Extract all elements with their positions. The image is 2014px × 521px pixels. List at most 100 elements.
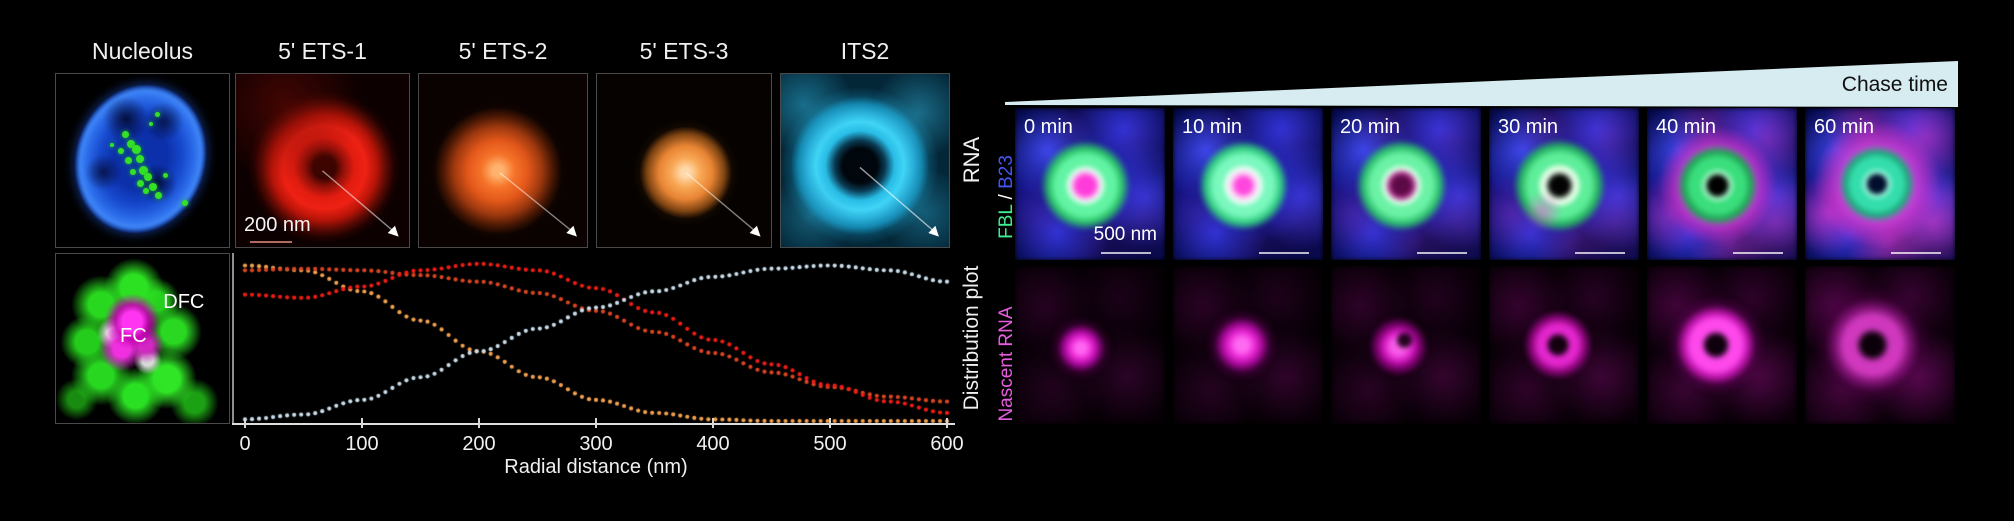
fish-image-5ets3 [596,73,772,248]
panel-title-nucleolus: Nucleolus [92,38,193,64]
scale-bar-label: 500 nm [1093,224,1157,245]
x-tick-label: 0 [239,433,251,455]
nucleolus-dot [182,200,189,207]
chase-panel-fbl-0min: 0 min 500 nm [1015,108,1165,260]
chase-panel-fbl-60min: 60 min [1805,108,1955,260]
y-axis-line [232,253,234,425]
nucleolus-dot [109,143,114,148]
scale-bar-label: 200 nm [244,214,311,236]
chase-panel-nascent-10min [1173,266,1323,424]
panel-title-5ets1: 5' ETS-1 [278,38,367,64]
chase-panel-nascent-20min [1331,266,1481,424]
fish-image-5ets1: 200 nm [235,73,410,248]
nucleolus-dot [132,144,142,154]
scale-bar [1891,252,1941,254]
chase-panel-nascent-40min [1647,266,1797,424]
fibrillar-ring [1331,108,1481,260]
chase-panel-nascent-30min [1489,266,1639,424]
nucleolus-image [55,73,230,248]
x-tick-label: 100 [345,433,379,455]
dfc-fc-image: DFC FC [55,253,230,424]
nascent-rna-row-label: Nascent RNA [996,306,1017,422]
fibrillar-ring [1647,108,1797,260]
panel-title-5ets2: 5' ETS-2 [458,38,548,64]
nucleolus-dot [149,122,154,127]
nascent-rna-signal [1015,266,1165,424]
profile-arrow-icon [859,166,939,237]
panel-title-5ets3: 5' ETS-3 [639,38,729,64]
x-axis-label: Radial distance (nm) [504,456,688,478]
x-tick-label: 600 [930,433,964,455]
label-separator: / [996,188,1017,205]
scale-bar [1733,252,1783,254]
scale-bar [1101,252,1151,254]
time-label: 60 min [1814,116,1875,138]
nascent-rna-signal [1173,266,1323,424]
time-label: 40 min [1656,116,1717,138]
chase-panel-fbl-30min: 30 min [1489,108,1639,260]
nucleolus-dot [137,179,145,187]
chase-time-wedge-overlay: Chase time [1005,58,1958,110]
nucleolus-dot [139,165,149,175]
x-tick-mark [712,418,714,428]
nucleolus-dot [121,131,129,139]
chase-panel-fbl-20min: 20 min [1331,108,1481,260]
x-axis-line [232,423,955,425]
scale-bar [1417,252,1467,254]
profile-arrow-icon [322,170,399,237]
time-label: 0 min [1024,116,1073,138]
time-label: 20 min [1340,116,1401,138]
rna-row-label: RNA [959,136,984,184]
dfc-label: DFC [163,291,205,314]
fc-label: FC [120,324,147,347]
b23-label-part: B23 [996,155,1017,189]
chase-time-wedge [1005,61,1958,107]
x-tick-mark [829,418,831,428]
time-label: 30 min [1498,116,1559,138]
chase-time-label: Chase time [1841,73,1948,96]
x-tick-mark [361,418,363,428]
x-tick-mark [244,418,246,428]
distribution-plot-label: Distribution plot [960,265,983,411]
scale-bar [1259,252,1309,254]
nucleolus-dot [144,172,153,181]
plot-curves-canvas [233,253,952,424]
fibrillar-ring [1015,108,1165,260]
chase-panel-fbl-10min: 10 min [1173,108,1323,260]
nucleolus-dot [154,191,162,199]
nascent-rna-signal [1331,266,1481,424]
time-label: 10 min [1182,116,1243,138]
panel-title-its2: ITS2 [840,38,890,64]
nucleolus-dot [154,112,160,118]
fibrillar-ring [1489,108,1639,260]
x-tick-label: 500 [813,433,847,455]
scale-bar [250,241,292,243]
nascent-rna-signal [1805,266,1955,424]
fibrillar-ring [1173,108,1323,260]
nucleolus-dot [135,155,144,164]
nucleolus-dot [118,148,125,155]
x-tick-mark [478,418,480,428]
x-tick-label: 200 [462,433,496,455]
x-tick-mark [946,418,948,428]
nascent-rna-signal [1647,266,1797,424]
nucleoli-dots [56,74,229,247]
fibrillar-ring [1805,108,1955,260]
scale-bar [1575,252,1625,254]
nascent-rna-signal [1489,266,1639,424]
chase-panel-nascent-0min [1015,266,1165,424]
distribution-plot: 0 100 200 300 400 500 600 Radial distance (nm) [232,253,973,493]
fish-image-its2 [780,73,950,248]
fbl-label-part: FBL [996,204,1017,239]
nucleolus-dot [149,182,158,191]
profile-arrow-icon [499,172,577,237]
x-tick-mark [595,418,597,428]
nucleolus-dot [125,157,133,165]
nucleolus-dot [163,172,169,178]
fish-image-5ets2 [418,73,588,248]
x-tick-label: 300 [579,433,613,455]
profile-arrow-icon [685,172,761,237]
nucleolus-dot [130,169,137,176]
chase-panel-fbl-40min: 40 min [1647,108,1797,260]
chase-panel-nascent-60min [1805,266,1955,424]
